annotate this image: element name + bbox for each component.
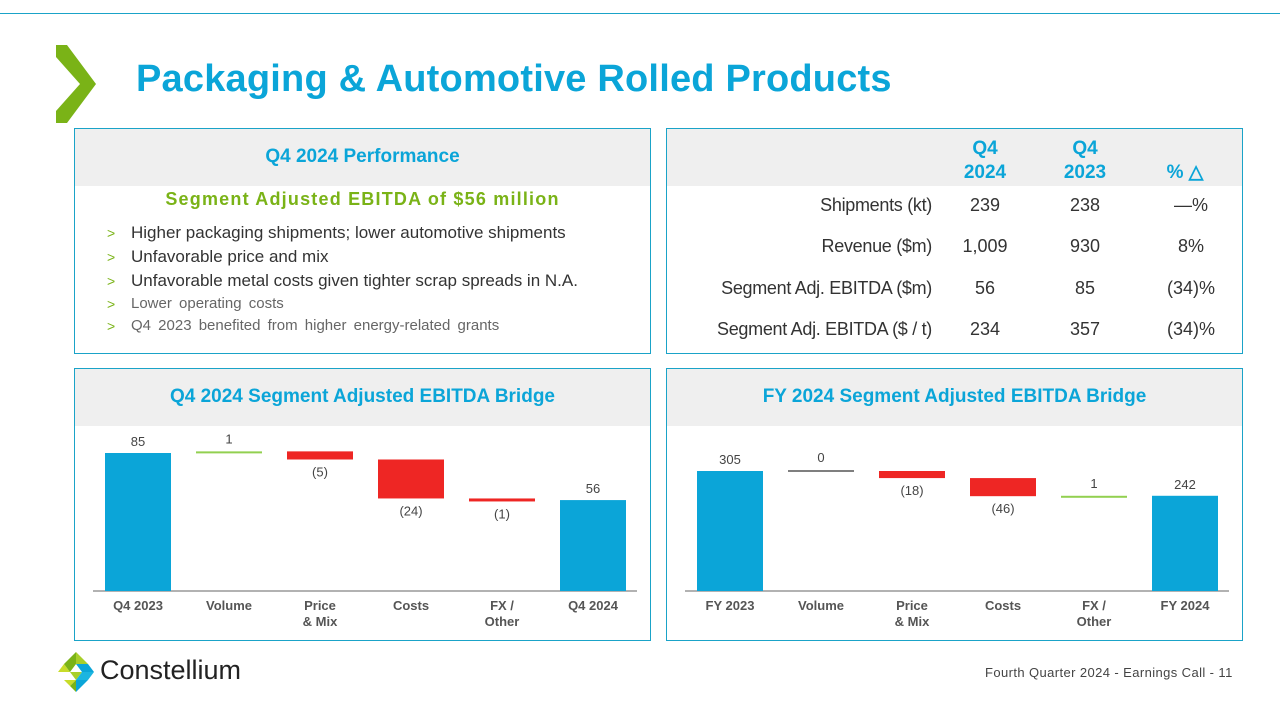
bar-price-mix bbox=[287, 451, 353, 460]
cell-q4-2024: 234 bbox=[969, 319, 1001, 339]
category-label: FX / bbox=[490, 598, 514, 613]
chevron-right-icon bbox=[56, 45, 96, 123]
category-label: Volume bbox=[798, 598, 844, 613]
data-label: (18) bbox=[900, 483, 923, 498]
q4-bridge-title: Q4 2024 Segment Adjusted EBITDA Bridge bbox=[75, 369, 650, 426]
bar-q4-2023 bbox=[105, 453, 171, 591]
row-label: Shipments (kt) bbox=[820, 195, 932, 215]
performance-subheading: Segment Adjusted EBITDA of $56 million bbox=[165, 189, 560, 209]
logo-text: Constellium bbox=[100, 655, 242, 685]
category-label: FX / bbox=[1082, 598, 1106, 613]
table-row: Segment Adj. EBITDA ($m) 56 85 (34)% bbox=[667, 278, 1242, 308]
fy-bridge-panel: FY 2024 Segment Adjusted EBITDA Bridge 3… bbox=[666, 368, 1243, 641]
data-label: 85 bbox=[131, 434, 145, 449]
category-label: Costs bbox=[393, 598, 429, 613]
bar-volume bbox=[196, 451, 262, 454]
category-label: Q4 2024 bbox=[568, 598, 619, 613]
category-label: Costs bbox=[985, 598, 1021, 613]
bullet-marker-icon: > bbox=[107, 296, 116, 312]
top-rule bbox=[0, 13, 1280, 14]
row-label: Segment Adj. EBITDA ($ / t) bbox=[717, 319, 932, 339]
footer: Fourth Quarter 2024 - Earnings Call - 11 bbox=[985, 665, 1233, 680]
table-row: Segment Adj. EBITDA ($ / t) 234 357 (34)… bbox=[667, 319, 1242, 349]
bullet-item: > Unfavorable price and mix bbox=[107, 245, 578, 269]
cell-pct-change: —% bbox=[1173, 195, 1208, 215]
bar-fy-2024 bbox=[1152, 495, 1218, 591]
data-label: 0 bbox=[817, 450, 824, 465]
cell-q4-2023: 238 bbox=[1069, 195, 1101, 215]
bullet-marker-icon: > bbox=[107, 249, 116, 265]
bar-fx-other bbox=[1061, 495, 1127, 498]
cell-pct-change: (34)% bbox=[1166, 278, 1215, 298]
row-label: Revenue ($m) bbox=[821, 236, 933, 256]
cell-q4-2024: 239 bbox=[969, 195, 1001, 215]
bullet-marker-icon: > bbox=[107, 273, 116, 289]
q4-bridge-chart: 85 Q4 2023 1 Volume (5) Price& Mix (24) Costs (1… bbox=[93, 431, 637, 629]
data-label: 242 bbox=[1174, 477, 1196, 492]
category-label: Other bbox=[485, 614, 520, 629]
cell-pct-change: 8% bbox=[1177, 236, 1204, 256]
bar-fy-2023 bbox=[697, 471, 763, 591]
data-label: (1) bbox=[494, 506, 510, 521]
category-label: FY 2024 bbox=[1161, 598, 1211, 613]
bar-fx-other bbox=[469, 498, 535, 502]
performance-panel: Q4 2024 Performance Segment Adjusted EBI… bbox=[74, 128, 651, 354]
slide-title: Packaging & Automotive Rolled Products bbox=[136, 58, 892, 100]
column-header-pct-change: % △ bbox=[1166, 162, 1204, 183]
category-label: Other bbox=[1077, 614, 1112, 629]
fy-bridge-title: FY 2024 Segment Adjusted EBITDA Bridge bbox=[667, 369, 1242, 426]
data-label: 56 bbox=[586, 481, 600, 496]
cell-q4-2024: 1,009 bbox=[962, 236, 1008, 256]
data-label: (5) bbox=[312, 464, 328, 479]
category-label: FY 2023 bbox=[706, 598, 755, 613]
data-label: 1 bbox=[1090, 476, 1097, 491]
category-label: Volume bbox=[206, 598, 252, 613]
kpi-table-header: Q4 2024 Q4 2023 % △ bbox=[667, 129, 1242, 186]
bullet-item: > Higher packaging shipments; lower autom… bbox=[107, 221, 578, 245]
data-label: (24) bbox=[399, 503, 422, 518]
data-label: 305 bbox=[719, 452, 741, 467]
cell-q4-2023: 357 bbox=[1069, 319, 1101, 339]
performance-heading: Q4 2024 Performance bbox=[75, 129, 650, 186]
category-label: Q4 2023 bbox=[113, 598, 163, 613]
bullet-marker-icon: > bbox=[107, 225, 116, 241]
performance-bullets: > Higher packaging shipments; lower autom… bbox=[107, 221, 578, 337]
cell-q4-2023: 930 bbox=[1069, 236, 1101, 256]
row-label: Segment Adj. EBITDA ($m) bbox=[721, 278, 932, 298]
bullet-item: > Lower operating costs bbox=[107, 293, 578, 315]
bar-price-mix bbox=[879, 471, 945, 479]
bar-costs bbox=[970, 478, 1036, 497]
constellium-logo-icon bbox=[58, 652, 94, 692]
column-header-q4-2023: Q4 2023 bbox=[1063, 138, 1107, 183]
bar-volume bbox=[788, 470, 854, 472]
category-label: Price bbox=[304, 598, 336, 613]
category-label: & Mix bbox=[303, 614, 338, 629]
table-row: Revenue ($m) 1,009 930 8% bbox=[667, 236, 1242, 266]
data-label: 1 bbox=[225, 431, 232, 446]
bullet-item: > Unfavorable metal costs given tighter s… bbox=[107, 269, 578, 293]
bar-q4-2024 bbox=[560, 500, 626, 591]
table-row: Shipments (kt) 239 238 —% bbox=[667, 195, 1242, 225]
kpi-table: Q4 2024 Q4 2023 % △ Shipments (kt) 239 238… bbox=[666, 128, 1243, 354]
cell-pct-change: (34)% bbox=[1166, 319, 1215, 339]
cell-q4-2023: 85 bbox=[1074, 278, 1096, 298]
category-label: & Mix bbox=[895, 614, 930, 629]
category-label: Price bbox=[896, 598, 928, 613]
fy-bridge-chart: 305 FY 2023 0 Volume (18) Price& Mix (46) Costs… bbox=[685, 450, 1229, 629]
column-header-q4-2024: Q4 2024 bbox=[963, 138, 1007, 183]
bullet-marker-icon: > bbox=[107, 318, 116, 334]
cell-q4-2024: 56 bbox=[974, 278, 996, 298]
q4-bridge-panel: Q4 2024 Segment Adjusted EBITDA Bridge 8… bbox=[74, 368, 651, 641]
data-label: (46) bbox=[991, 501, 1014, 516]
bullet-item: > Q4 2023 benefited from higher energy-re… bbox=[107, 315, 578, 337]
bar-costs bbox=[378, 459, 444, 499]
